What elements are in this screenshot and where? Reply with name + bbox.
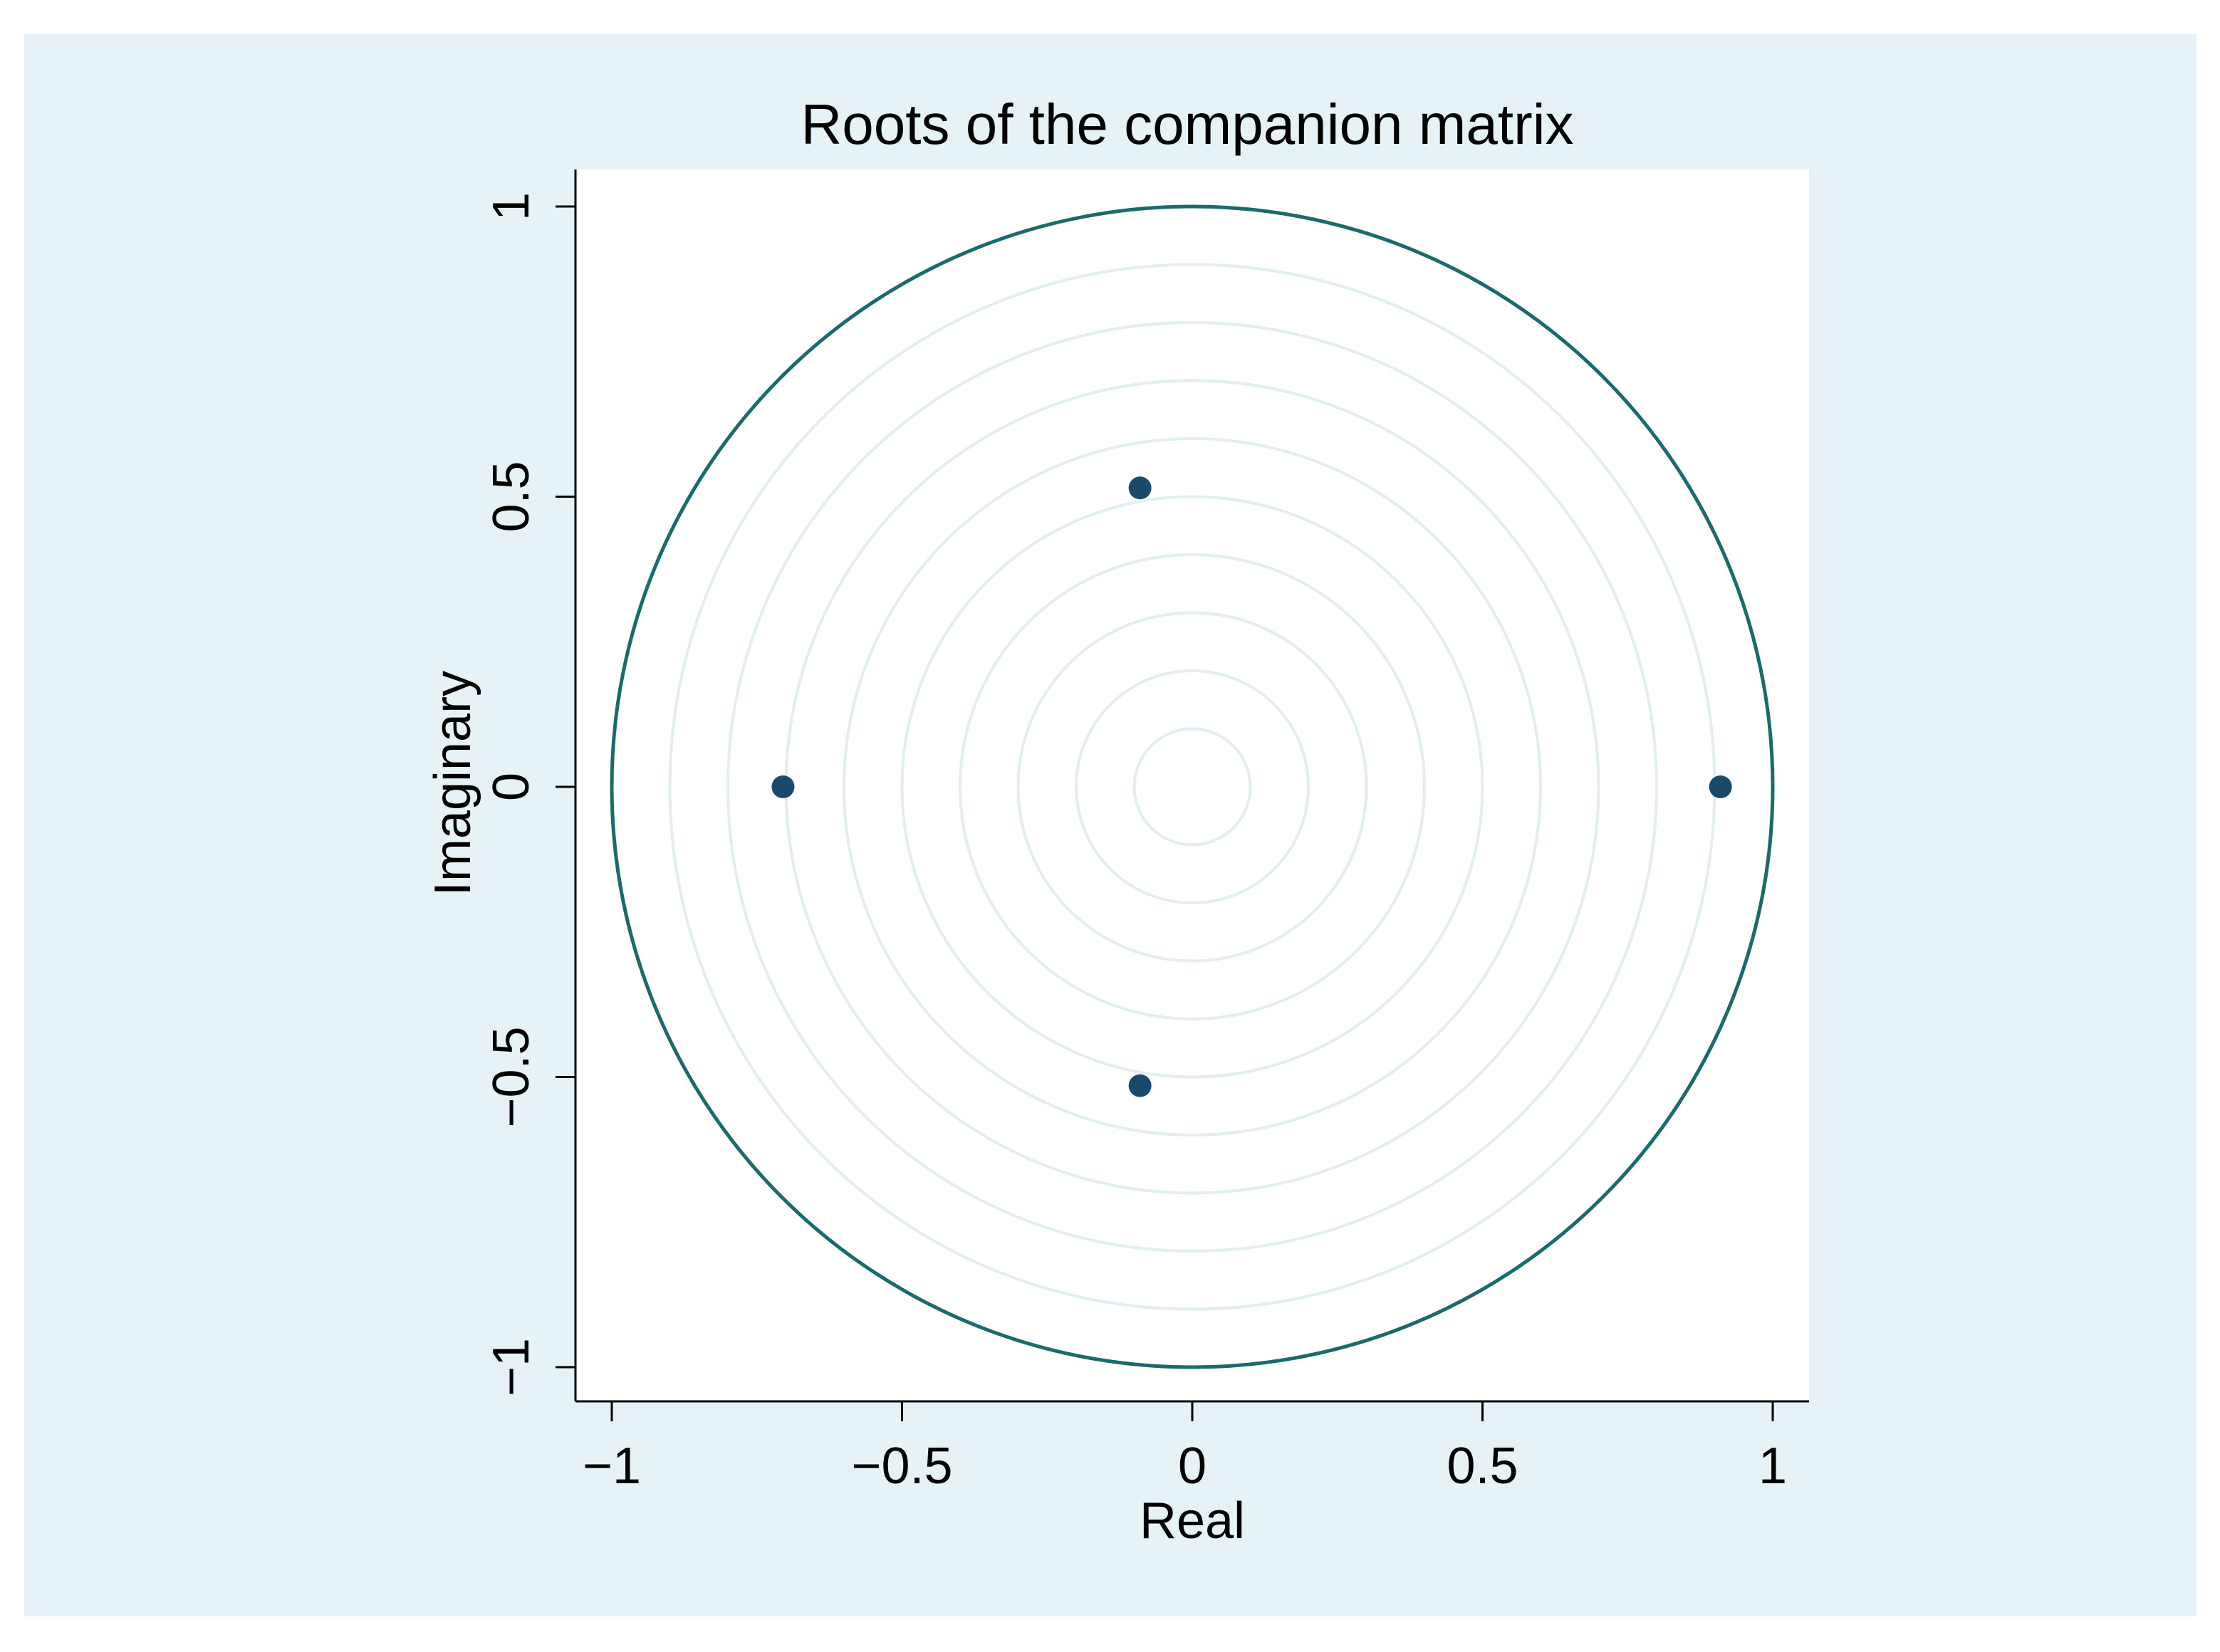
root-point — [1709, 775, 1732, 798]
x-tick-label: 0.5 — [1447, 1438, 1518, 1495]
x-tick-label: −1 — [583, 1438, 641, 1495]
reference-circle — [726, 321, 1658, 1253]
root-point — [1128, 476, 1152, 500]
reference-circle — [1075, 669, 1310, 904]
y-tick-label: 1 — [483, 192, 540, 221]
reference-circle — [1132, 727, 1252, 847]
y-tick-label: −1 — [483, 1338, 540, 1396]
x-tick-label: 0 — [1178, 1438, 1207, 1495]
y-axis: −1 −0.5 0 0.5 1 — [483, 169, 577, 1401]
x-tick-label: −0.5 — [851, 1438, 952, 1495]
plot-area-background — [575, 169, 1809, 1401]
reference-circle — [1016, 611, 1368, 963]
root-point — [771, 775, 795, 798]
y-tick-label: −0.5 — [483, 1026, 540, 1127]
y-axis-title: Imaginary — [424, 671, 481, 896]
reference-circle — [959, 553, 1426, 1020]
root-point — [1128, 1074, 1152, 1097]
x-axis-title: Real — [1140, 1492, 1245, 1549]
x-tick-label: 1 — [1758, 1438, 1787, 1495]
y-tick-label: 0.5 — [483, 461, 540, 532]
x-axis: −1 −0.5 0 0.5 1 — [575, 1400, 1809, 1495]
y-tick-label: 0 — [483, 773, 540, 801]
unit-circle — [610, 204, 1775, 1369]
reference-circle — [843, 437, 1542, 1136]
chart-title: Roots of the companion matrix — [801, 93, 1574, 156]
reference-circle — [900, 495, 1484, 1079]
data-points — [771, 476, 1732, 1097]
